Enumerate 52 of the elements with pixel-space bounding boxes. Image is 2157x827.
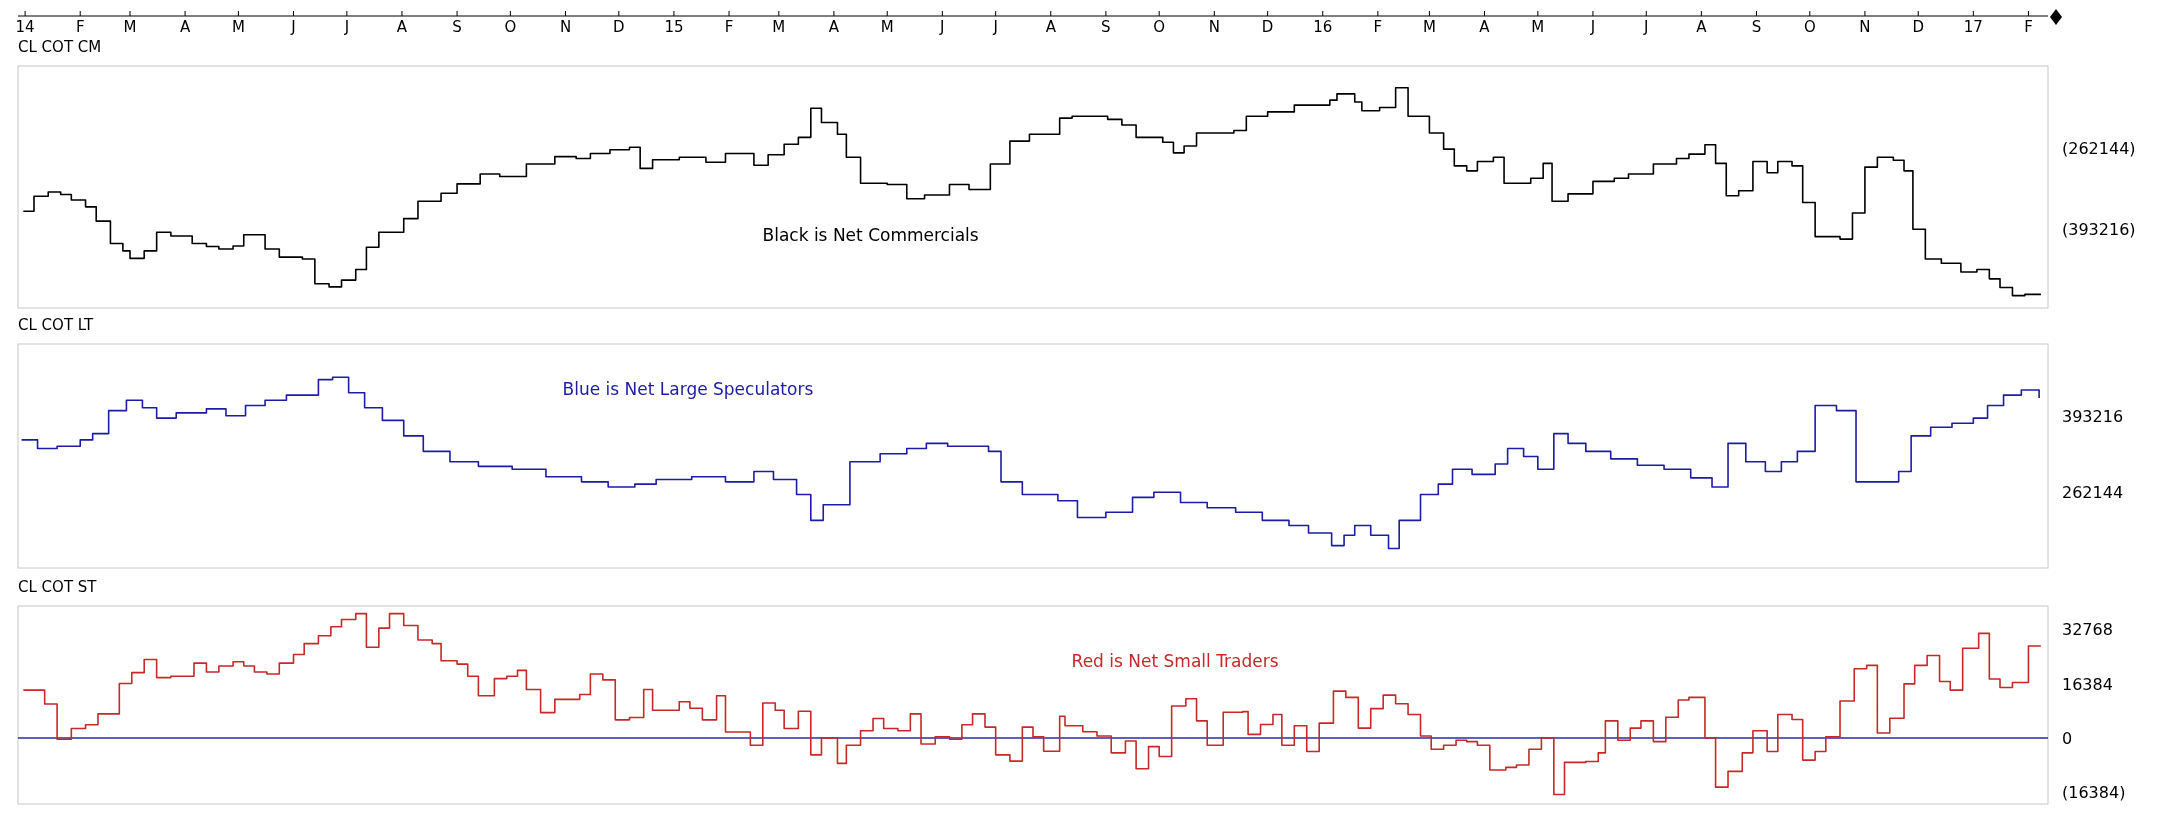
x-tick-label: F — [2024, 18, 2033, 36]
x-tick-label: F — [724, 18, 734, 36]
x-tick-label: M — [1422, 18, 1436, 36]
y-tick-label: (393216) — [2062, 219, 2136, 239]
x-tick-label: N — [559, 18, 572, 36]
annotation: Red is Net Small Traders — [1071, 651, 1279, 672]
x-tick-label: O — [504, 18, 517, 36]
x-tick-label: M — [880, 18, 894, 36]
x-tick-label: M — [772, 18, 786, 36]
x-tick-label: A — [1479, 18, 1491, 36]
chart-title: CL COT CM — [18, 38, 102, 56]
x-tick-label: S — [1751, 18, 1762, 36]
x-tick-label: S — [1101, 18, 1111, 36]
x-tick-label: O — [1803, 18, 1816, 36]
y-tick-label: 0 — [2062, 728, 2073, 748]
x-tick-label: 14 — [15, 18, 35, 36]
x-tick-label: M — [123, 18, 137, 36]
y-tick-label: 262144 — [2062, 482, 2124, 502]
x-tick-label: D — [1912, 18, 1925, 36]
x-tick-label: A — [396, 18, 408, 36]
x-tick-label: J — [939, 18, 945, 36]
y-tick-label: 393216 — [2062, 407, 2124, 427]
x-tick-label: S — [452, 18, 462, 36]
x-tick-label: F — [75, 18, 85, 36]
x-tick-label: D — [613, 18, 625, 36]
chart-title: CL COT LT — [18, 316, 95, 334]
x-tick-label: J — [1643, 18, 1649, 36]
x-tick-label: 16 — [1313, 18, 1333, 36]
x-tick-label: M — [231, 18, 245, 36]
annotation: Blue is Net Large Speculators — [562, 378, 814, 399]
x-tick-label: F — [1373, 18, 1383, 36]
chart-title: CL COT ST — [18, 578, 98, 596]
y-tick-label: 16384 — [2062, 674, 2113, 694]
x-tick-label: N — [1859, 18, 1871, 36]
y-tick-label: (262144) — [2062, 138, 2136, 158]
x-tick-label: M — [1531, 18, 1545, 36]
y-tick-label: 32768 — [2062, 620, 2113, 640]
annotation: Black is Net Commercials — [762, 225, 979, 246]
x-tick-label: J — [1589, 18, 1596, 36]
x-tick-label: J — [343, 18, 350, 36]
x-tick-label: A — [179, 18, 191, 36]
x-tick-label: 15 — [664, 18, 684, 36]
y-tick-label: (16384) — [2062, 782, 2126, 802]
x-tick-label: D — [1261, 18, 1274, 36]
x-tick-label: A — [1696, 18, 1708, 36]
x-tick-label: 17 — [1963, 18, 1983, 36]
x-tick-label: A — [828, 18, 840, 36]
x-tick-label: N — [1208, 18, 1220, 36]
x-tick-label: J — [992, 18, 998, 36]
x-tick-label: O — [1153, 18, 1166, 36]
x-tick-label: A — [1045, 18, 1057, 36]
x-tick-label: J — [290, 18, 296, 36]
